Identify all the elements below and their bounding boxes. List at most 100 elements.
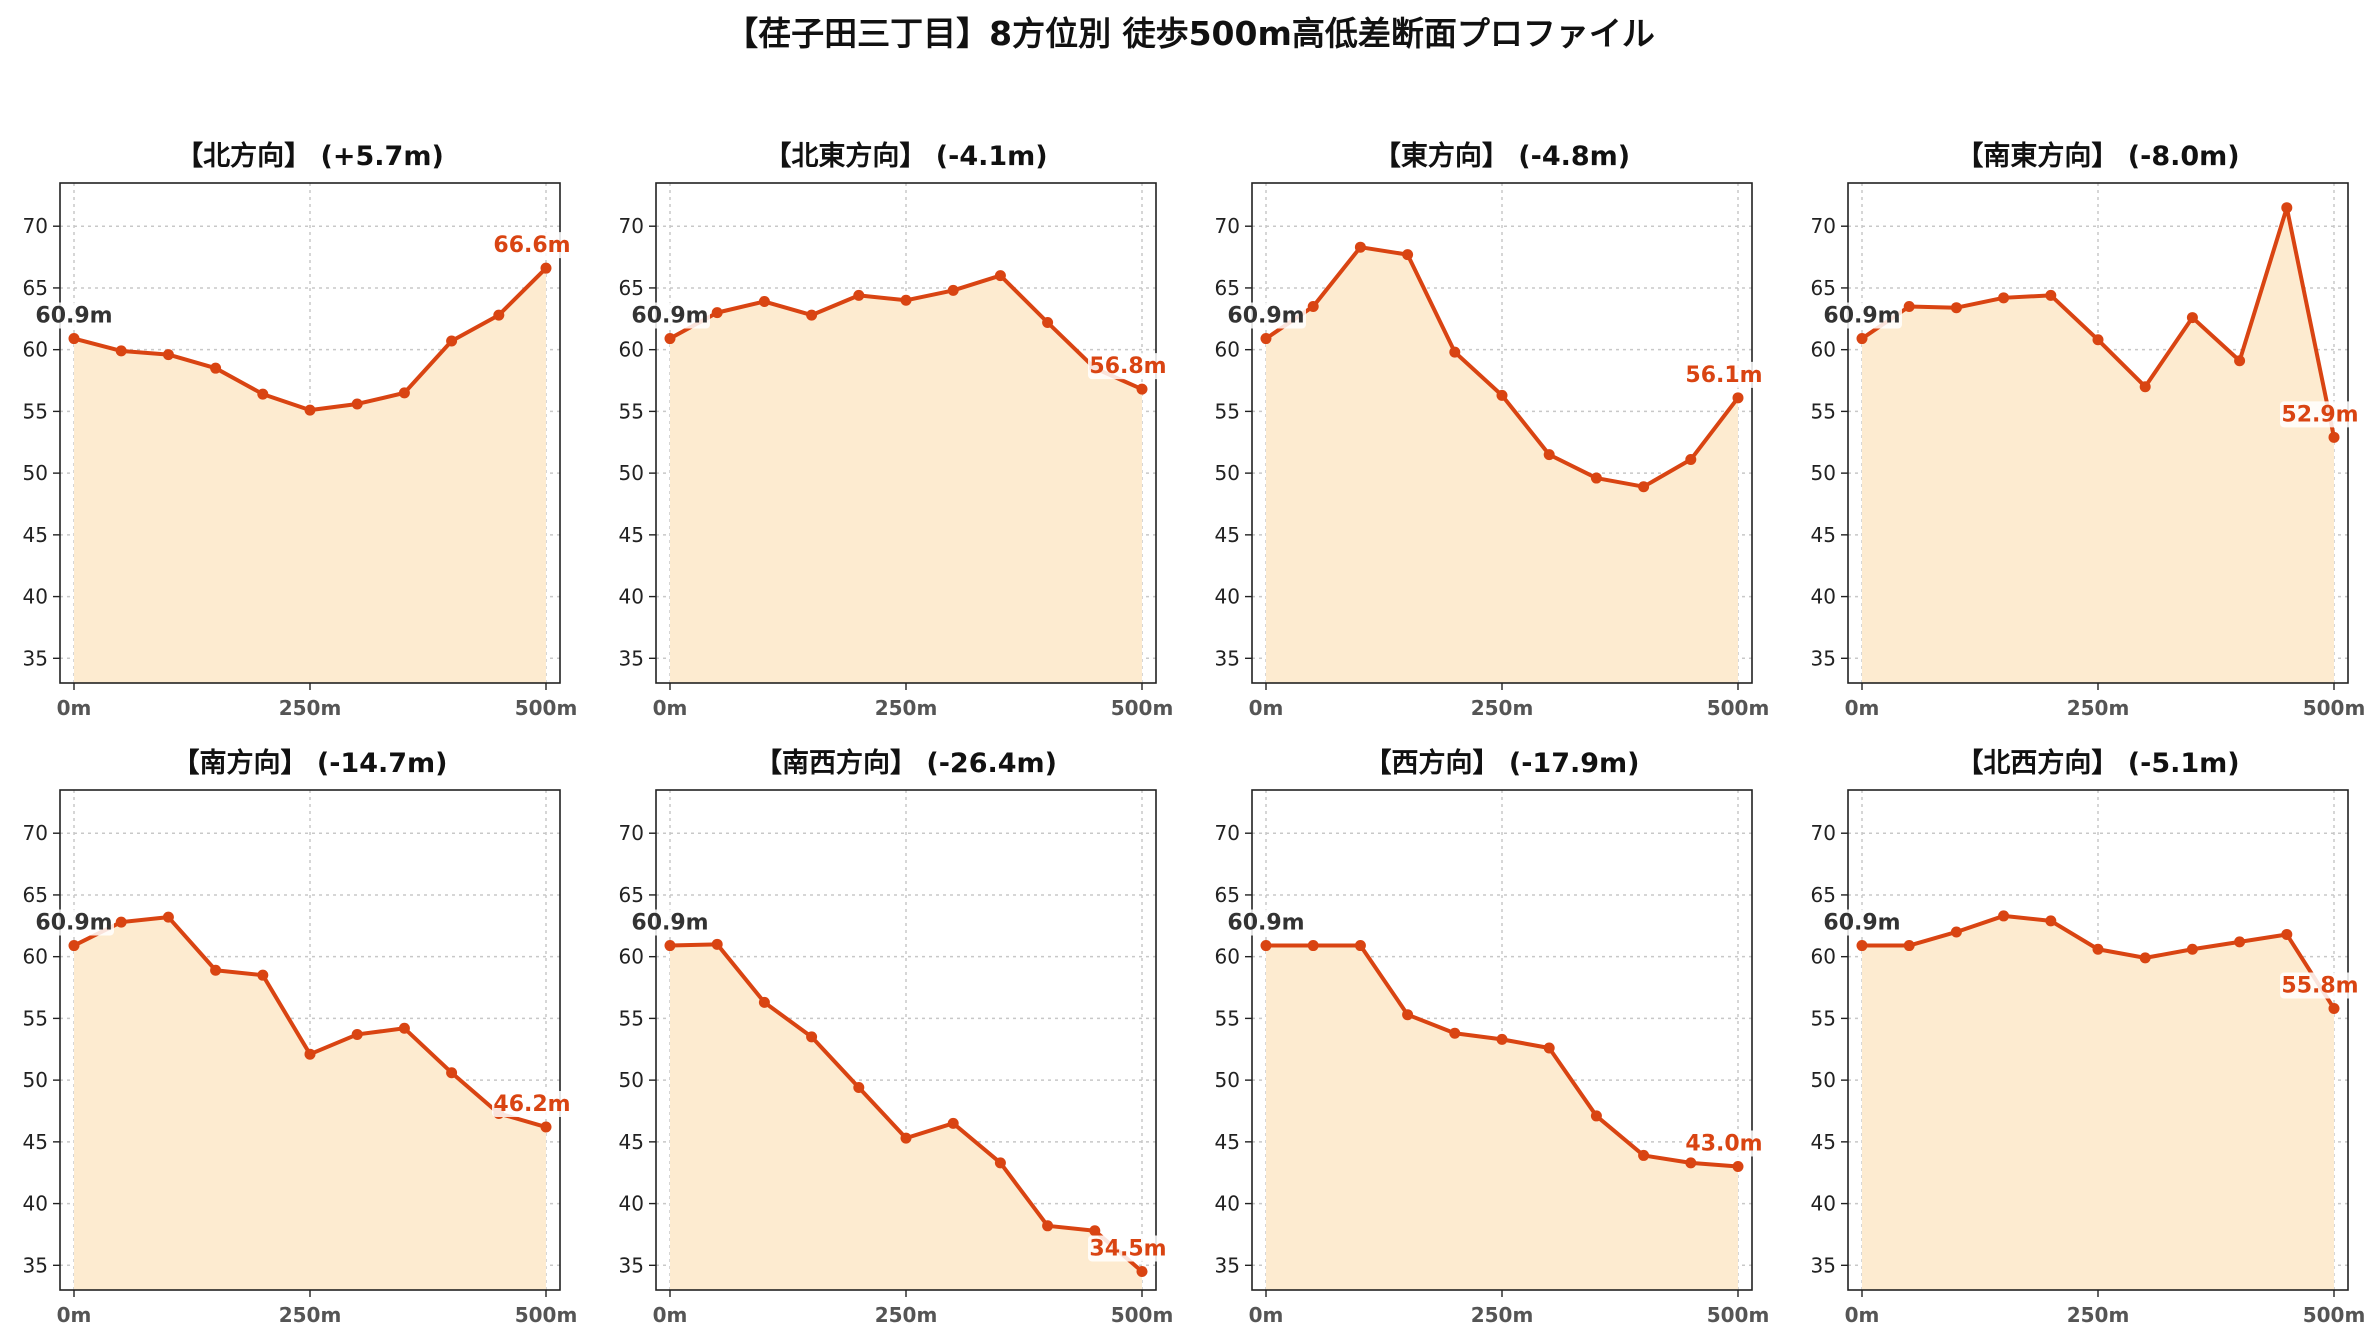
end-label-background [2280,401,2360,428]
data-point [711,307,723,319]
data-point [1856,940,1868,952]
end-elevation-label: 34.5m [1089,1236,1166,1261]
data-point [1998,292,2010,304]
data-point [853,1082,865,1094]
y-tick-label: 70 [23,821,48,845]
data-point [2139,952,2151,964]
panel-6: 【南西方向】 (-26.4m) 35 40 45 50 55 60 65 70 0m 250m 500… [619,747,1174,1327]
y-tick-label: 60 [1811,338,1836,362]
panel-4: 【南東方向】 (-8.0m) 35 40 45 50 55 60 65 70 0m 250m 500m… [1811,140,2366,720]
data-point [1638,1149,1650,1161]
panel-title: 【北西方向】 (-5.1m) [1956,747,2239,779]
data-point [1449,1027,1461,1039]
data-point [1089,1225,1101,1237]
y-tick-label: 60 [619,338,644,362]
data-point [1950,302,1962,314]
x-tick-label: 0m [653,696,688,720]
elevation-area [670,944,1142,1290]
data-point [2281,928,2293,940]
x-tick-label: 500m [2303,696,2366,720]
panel-3: 【東方向】 (-4.8m) 35 40 45 50 55 60 65 70 0m 250m 500m 6… [1215,140,1770,720]
data-point [1685,454,1697,466]
y-tick-label: 55 [1215,1006,1240,1030]
y-tick-label: 35 [1811,1253,1836,1277]
data-point [1543,449,1555,461]
data-point [1685,1157,1697,1169]
y-tick-label: 45 [619,523,644,547]
panel-title: 【北方向】 (+5.7m) [176,140,444,172]
y-tick-label: 65 [23,276,48,300]
panel-title: 【南東方向】 (-8.0m) [1956,140,2239,172]
panel-title: 【東方向】 (-4.8m) [1374,140,1630,172]
data-point [2328,1003,2340,1015]
panel-title: 【西方向】 (-17.9m) [1364,747,1639,779]
y-tick-label: 60 [1811,945,1836,969]
figure-title: 【荏子田三丁目】8方位別 徒歩500m高低差断面プロファイル [725,14,1655,53]
y-tick-label: 70 [1811,821,1836,845]
data-point [2139,381,2151,393]
y-tick-label: 65 [619,276,644,300]
end-elevation-label: 46.2m [493,1092,570,1117]
y-tick-label: 35 [1215,1253,1240,1277]
x-tick-label: 500m [2303,1303,2366,1327]
data-point [210,964,222,976]
end-elevation-label: 43.0m [1685,1132,1762,1157]
y-tick-label: 50 [1215,461,1240,485]
panel-title: 【北東方向】 (-4.1m) [764,140,1047,172]
x-tick-label: 250m [875,1303,938,1327]
y-tick-label: 55 [23,399,48,423]
y-tick-label: 65 [1811,883,1836,907]
x-tick-label: 250m [875,696,938,720]
y-tick-label: 40 [1811,585,1836,609]
y-tick-label: 45 [1811,1130,1836,1154]
x-tick-label: 0m [1845,1303,1880,1327]
data-point [68,333,80,345]
y-tick-label: 50 [619,461,644,485]
panel-title: 【南西方向】 (-26.4m) [755,747,1057,779]
data-point [446,1067,458,1079]
y-tick-label: 45 [1215,523,1240,547]
start-elevation-label: 60.9m [631,304,708,329]
y-tick-label: 60 [1215,338,1240,362]
y-tick-label: 65 [1811,276,1836,300]
data-point [806,1031,818,1043]
data-point [540,262,552,274]
y-tick-label: 40 [23,1192,48,1216]
elevation-area [1862,207,2334,684]
data-point [994,270,1006,282]
x-tick-label: 250m [2067,696,2130,720]
data-point [853,289,865,301]
y-tick-label: 60 [1215,945,1240,969]
data-point [2328,431,2340,443]
y-tick-label: 50 [1215,1068,1240,1092]
data-point [1136,1265,1148,1277]
end-label-background [2280,972,2360,999]
y-tick-label: 55 [23,1006,48,1030]
y-tick-label: 65 [619,883,644,907]
data-point [1903,300,1915,312]
x-tick-label: 0m [1249,696,1284,720]
data-point [1354,241,1366,253]
x-tick-label: 250m [2067,1303,2130,1327]
data-point [1590,1110,1602,1122]
x-tick-label: 500m [515,696,578,720]
y-tick-label: 45 [1811,523,1836,547]
elevation-area [74,268,546,683]
end-elevation-label: 52.9m [2281,402,2358,427]
data-point [2045,289,2057,301]
x-tick-label: 0m [1249,1303,1284,1327]
data-point [257,388,269,400]
y-tick-label: 35 [1215,646,1240,670]
data-point [1042,317,1054,329]
y-tick-label: 70 [23,214,48,238]
start-elevation-label: 60.9m [35,304,112,329]
y-tick-label: 60 [619,945,644,969]
start-label-background [1226,909,1306,936]
y-tick-label: 70 [1215,214,1240,238]
y-tick-label: 55 [1215,399,1240,423]
y-tick-label: 70 [619,214,644,238]
end-label-background [492,232,572,259]
data-point [162,349,174,361]
panel-7: 【西方向】 (-17.9m) 35 40 45 50 55 60 65 70 0m 250m 500m… [1215,747,1770,1327]
data-point [210,362,222,374]
